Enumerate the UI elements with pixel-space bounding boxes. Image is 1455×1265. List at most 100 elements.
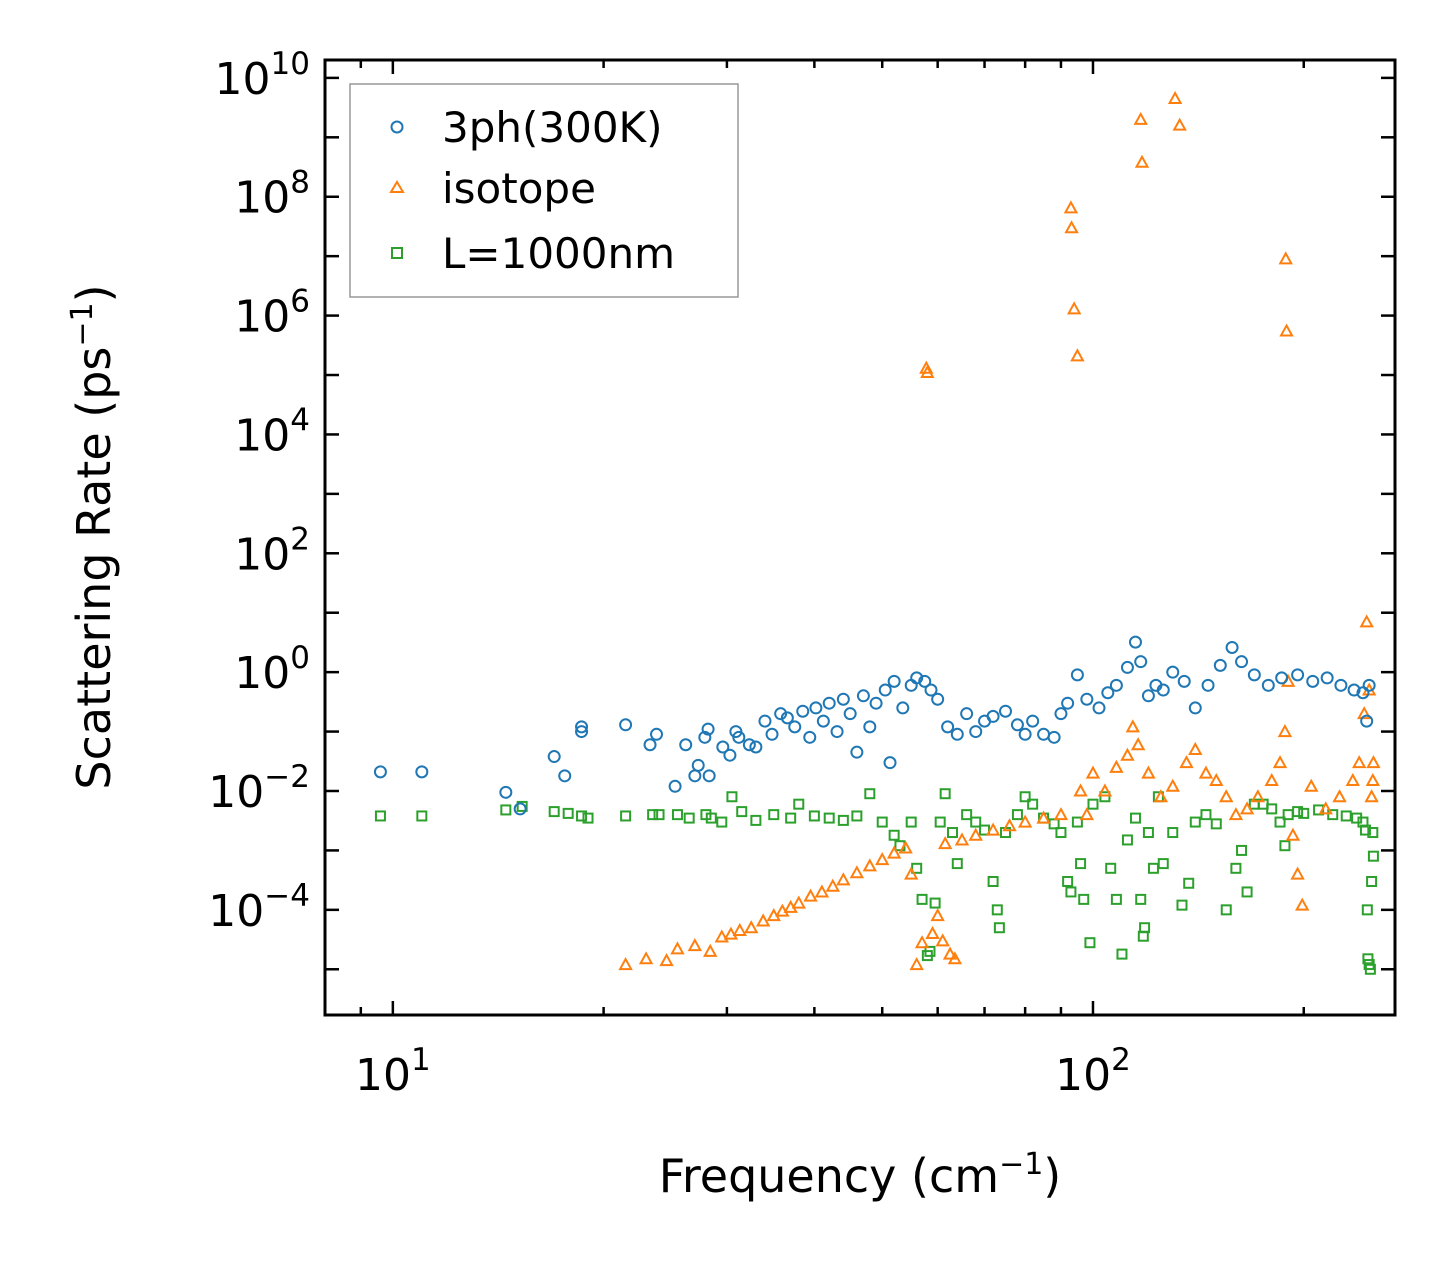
data-point-circle [1213,658,1227,672]
y-tick-label: 10−4 [208,878,310,937]
data-point-circle [716,740,730,754]
data-point-square [1071,816,1083,828]
data-point-circle [986,709,1000,723]
data-point-circle [843,707,857,721]
data-point-triangle [1165,778,1180,792]
data-point-square [1105,862,1117,874]
data-point-triangle [1239,801,1255,815]
data-point-square [961,809,973,821]
data-point-square [671,809,683,821]
plot-frame [323,58,1397,1017]
data-point-square [1367,850,1379,862]
legend-circle-marker [390,120,404,134]
data-point-circle [809,701,823,715]
data-point-square [1266,803,1278,815]
data-point-circle [499,785,513,799]
data-point-square [1176,899,1188,911]
data-point-square [374,810,386,822]
data-point-circle [758,714,772,728]
legend-label-3ph: 3ph(300K) [442,103,662,152]
data-point-triangle [1066,301,1082,315]
y-tick-label: 104 [234,402,310,461]
data-point-circle [1101,686,1115,700]
data-point-triangle [937,836,953,850]
data-point-circle [999,704,1013,718]
data-point-square [993,922,1005,934]
data-point-triangle [1079,807,1095,821]
legend-square-marker [391,247,403,259]
data-point-square [1062,875,1074,887]
data-point-circle [830,725,844,739]
data-point-square [736,806,748,818]
data-point-circle [1070,668,1084,682]
data-point-square [1129,812,1141,824]
data-point-square [1359,824,1371,836]
data-point-triangle [1264,772,1279,787]
data-point-circle [960,707,974,721]
data-point-square [1230,862,1242,874]
data-point-square [768,809,780,821]
data-point-triangle [968,827,983,841]
data-point-triangle [1141,765,1156,779]
data-point-square [548,806,560,818]
data-point-square [1327,809,1339,821]
data-point-triangle [791,895,806,909]
data-point-square [916,893,928,905]
legend-entry-3ph: 3ph(300K) [390,103,662,152]
data-point-square [946,827,958,839]
data-point-square [1116,948,1128,960]
data-point-triangle [1295,897,1310,911]
data-point-circle [856,689,870,703]
data-point-circle [1261,678,1275,692]
data-point-triangle [1070,348,1085,362]
data-point-square [1075,858,1087,870]
data-point-square [1292,806,1304,818]
data-point-square [416,810,428,822]
data-point-circle [1225,640,1239,654]
data-point-triangle [1125,719,1141,733]
data-point-square [1220,904,1232,916]
data-point-triangle [1133,111,1148,125]
data-point-circle [1235,655,1249,669]
data-point-circle [742,738,756,752]
data-point-square [1364,963,1376,975]
data-point-square [1200,809,1212,821]
data-point-circle [691,758,705,772]
data-point-triangle [914,935,930,949]
data-point-square [653,809,665,821]
data-point-circle [1092,701,1106,715]
y-tick-label: 1010 [215,46,310,105]
data-point-circle [950,727,964,741]
legend-entry-isotope: isotope [389,164,596,213]
data-point-circle [1166,665,1180,679]
data-point-square [1366,875,1378,887]
data-point-circle [679,738,693,752]
data-point-circle [373,765,387,779]
tick-labels-layer: 101 102 10−4 10−2 100 102 104 106 108 1010 [208,46,1131,1101]
data-point-square [647,809,659,821]
data-point-circle [869,696,883,710]
data-point-circle [1018,727,1032,741]
data-point-circle [1347,683,1361,697]
data-point-circle [1247,668,1261,682]
data-point-triangle [732,922,747,936]
axis-ticks-layer [323,60,1395,1015]
data-point-circle [575,720,589,734]
data-point-circle [1010,718,1024,732]
data-point-circle [1120,660,1134,674]
data-points-layer [373,90,1381,975]
data-point-triangle [909,956,924,971]
legend-frame [349,83,739,298]
data-point-square [1027,798,1039,810]
data-point-circle [1362,678,1376,692]
x-axis-label: Frequency (cm−1) [659,1147,1062,1203]
data-point-circle [774,707,788,721]
data-point-square [1367,827,1379,839]
data-point-circle [796,704,810,718]
data-point-circle [1141,689,1155,703]
data-point-triangle [744,920,759,934]
data-point-square [1361,904,1373,916]
data-point-circle [941,720,955,734]
data-point-circle [619,718,633,732]
data-point-circle [924,683,938,697]
